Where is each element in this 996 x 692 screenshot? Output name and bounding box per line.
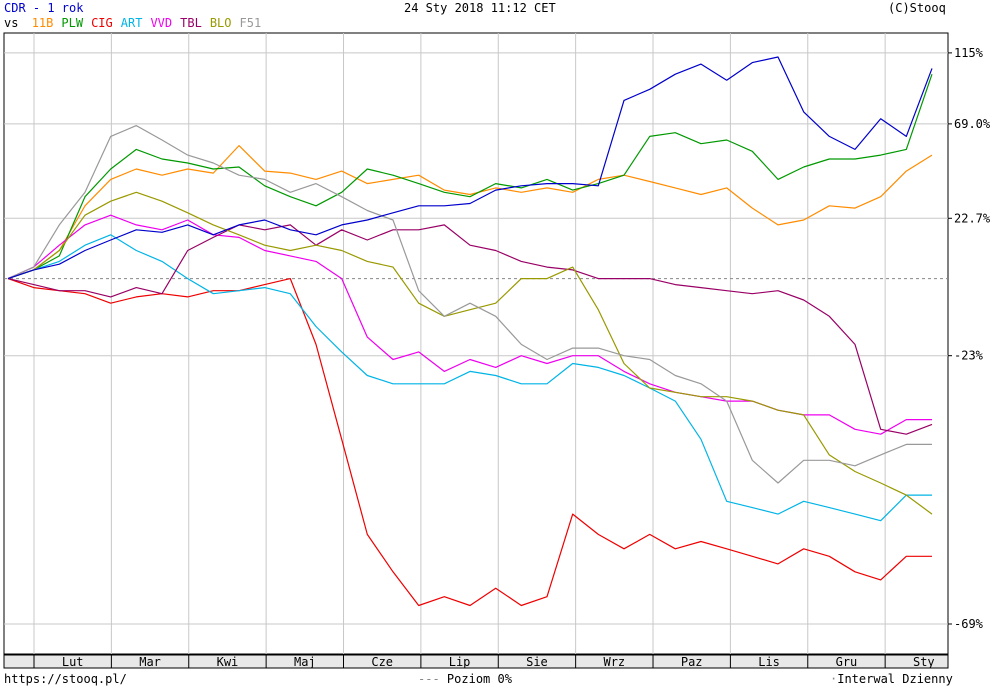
series-line-cdr (7, 56, 933, 280)
copyright-label: (C)Stooq (888, 1, 946, 15)
series-line-plw (7, 74, 933, 280)
source-url[interactable]: https://stooq.pl/ (4, 672, 127, 686)
ticker-label: CDR - 1 rok (4, 1, 84, 15)
x-tick-label: Maj (294, 655, 316, 669)
x-tick-label: Wrz (603, 655, 625, 669)
interval-label: ·Interwal Dzienny (830, 672, 953, 686)
y-tick-label: 69.0% (954, 117, 991, 131)
y-tick-label: -69% (954, 617, 984, 631)
legend-item-cig: CIG (91, 16, 113, 30)
x-tick-label: Lip (449, 655, 471, 669)
x-tick-label: Mar (139, 655, 161, 669)
legend-item-11b: 11B (31, 16, 54, 30)
x-tick-label: Lis (758, 655, 780, 669)
y-tick-label: -23% (954, 349, 984, 363)
series-line-f51 (7, 124, 932, 484)
legend-item-tbl: TBL (180, 16, 202, 30)
legend-item-blo: BLO (209, 16, 232, 30)
chart-ticker: CDR - 1 rok (4, 1, 83, 15)
x-tick-label: Sie (526, 655, 548, 669)
x-tick-label: Paz (681, 655, 703, 669)
x-axis-band (3, 654, 949, 669)
series-line-blo (7, 191, 933, 515)
interval-mark-icon: · (830, 672, 838, 686)
legend-item-plw: PLW (61, 16, 84, 30)
series-line-11b (7, 145, 933, 280)
x-tick-label: Kwi (217, 655, 239, 669)
legend-items: 11B PLW CIG ART VVD TBL BLO F51 (32, 16, 270, 30)
dashed-line-icon: --- (418, 672, 440, 686)
x-tick-label: Lut (62, 655, 84, 669)
series-line-art (7, 234, 932, 522)
legend-item-art: ART (120, 16, 143, 30)
x-tick-label: Gru (836, 655, 858, 669)
legend-item-vvd: VVD (150, 16, 173, 30)
series-line-tbl (7, 224, 933, 435)
reference-level-label: Poziom 0% (446, 672, 512, 686)
vs-label: vs (4, 16, 19, 30)
comparison-legend: vs 11B PLW CIG ART VVD TBL BLO F51 (4, 16, 269, 30)
legend-item-f51: F51 (239, 16, 262, 30)
x-tick-label: Cze (371, 655, 393, 669)
chart-datetime: 24 Sty 2018 11:12 CET (404, 1, 556, 15)
plot-frame (3, 32, 949, 655)
reference-level-legend: --- Poziom 0% (418, 672, 512, 686)
y-tick-label: 22.7% (954, 211, 991, 225)
y-tick-label: 115% (954, 46, 984, 60)
x-tick-label: Sty (913, 655, 935, 669)
